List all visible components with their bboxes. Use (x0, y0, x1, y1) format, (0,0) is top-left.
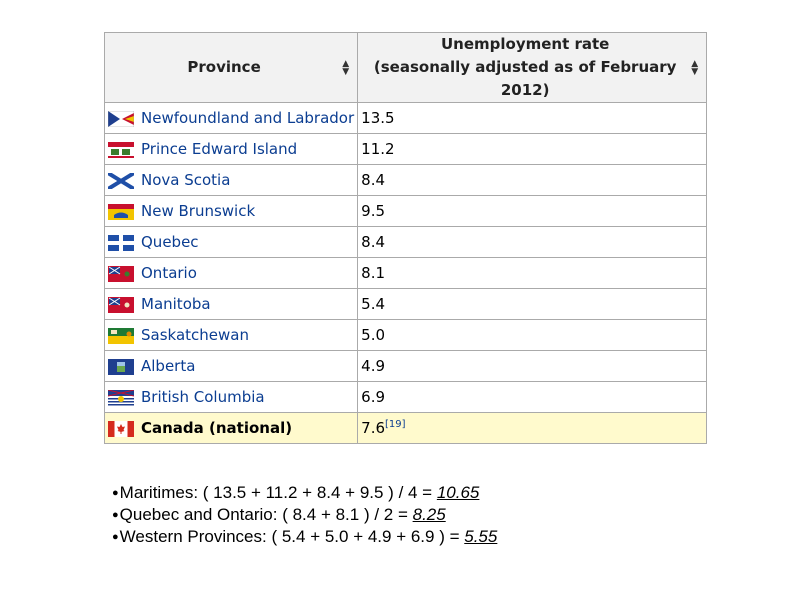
note-text: Western Provinces: ( 5.4 + 5.0 + 4.9 + 6… (119, 527, 465, 546)
bullet-icon: ● (112, 509, 119, 521)
pei-flag-icon (108, 141, 134, 158)
province-link[interactable]: New Brunswick (141, 202, 256, 220)
rate-header-line1: Unemployment rate (440, 35, 610, 53)
province-cell: Manitoba (103, 288, 359, 320)
province-cell: Ontario (103, 257, 359, 289)
note-result: 8.25 (412, 505, 446, 524)
note-text: Quebec and Ontario: ( 8.4 + 8.1 ) / 2 = (119, 505, 413, 524)
country-label: Canada (national) (141, 419, 293, 437)
province-link[interactable]: Manitoba (141, 295, 211, 313)
province-cell: Canada (national) (103, 412, 359, 444)
rate-cell: 5.4 (357, 288, 708, 320)
ns-flag-icon (108, 172, 134, 189)
rate-cell: 8.4 (357, 226, 708, 258)
rate-cell: 11.2 (357, 133, 708, 165)
national-rate: 7.6 (361, 419, 386, 437)
table-row: British Columbia 6.9 (103, 381, 708, 413)
note-quebec-ontario: ●Quebec and Ontario: ( 8.4 + 8.1 ) / 2 =… (112, 504, 497, 526)
note-result: 5.55 (464, 527, 498, 546)
bullet-icon: ● (112, 531, 119, 543)
bullet-icon: ● (112, 487, 119, 499)
note-text: Maritimes: ( 13.5 + 11.2 + 8.4 + 9.5 ) /… (119, 483, 437, 502)
table-row: Saskatchewan 5.0 (103, 319, 708, 351)
table-row: New Brunswick 9.5 (103, 195, 708, 227)
rate-column-header[interactable]: Unemployment rate (seasonally adjusted a… (357, 32, 708, 103)
province-cell: New Brunswick (103, 195, 359, 227)
table-row: Quebec 8.4 (103, 226, 708, 258)
qc-flag-icon (108, 234, 134, 251)
note-maritimes: ●Maritimes: ( 13.5 + 11.2 + 8.4 + 9.5 ) … (112, 482, 497, 504)
table-row: Ontario 8.1 (103, 257, 708, 289)
province-cell: Prince Edward Island (103, 133, 359, 165)
sort-icon[interactable]: ▲ ▼ (691, 58, 699, 77)
rate-cell: 7.6[19] (357, 412, 708, 444)
nl-flag-icon (108, 110, 134, 127)
table-row-total: Canada (national) 7.6[19] (103, 412, 708, 444)
rate-cell: 8.4 (357, 164, 708, 196)
table-header-row: Province ▲ ▼ Unemployment rate (seasonall… (103, 32, 708, 103)
unemployment-table: Province ▲ ▼ Unemployment rate (seasonall… (103, 32, 708, 444)
province-cell: Saskatchewan (103, 319, 359, 351)
province-cell: Quebec (103, 226, 359, 258)
rate-header-label: Unemployment rate (seasonally adjusted a… (358, 33, 706, 102)
bc-flag-icon (108, 389, 134, 406)
rate-cell: 5.0 (357, 319, 708, 351)
table-row: Prince Edward Island 11.2 (103, 133, 708, 165)
table-row: Newfoundland and Labrador 13.5 (103, 102, 708, 134)
ab-flag-icon (108, 358, 134, 375)
on-flag-icon (108, 265, 134, 282)
rate-cell: 9.5 (357, 195, 708, 227)
province-link[interactable]: Saskatchewan (141, 326, 249, 344)
province-link[interactable]: Nova Scotia (141, 171, 231, 189)
rate-cell: 8.1 (357, 257, 708, 289)
canada-flag-icon (108, 420, 134, 437)
sort-icon[interactable]: ▲ ▼ (342, 58, 350, 77)
province-column-header[interactable]: Province ▲ ▼ (103, 32, 359, 103)
rate-cell: 4.9 (357, 350, 708, 382)
province-link[interactable]: Quebec (141, 233, 199, 251)
rate-cell: 13.5 (357, 102, 708, 134)
calculation-notes: ●Maritimes: ( 13.5 + 11.2 + 8.4 + 9.5 ) … (112, 482, 497, 548)
table-row: Manitoba 5.4 (103, 288, 708, 320)
rate-cell: 6.9 (357, 381, 708, 413)
sk-flag-icon (108, 327, 134, 344)
province-cell: Newfoundland and Labrador (103, 102, 359, 134)
table-row: Alberta 4.9 (103, 350, 708, 382)
province-cell: British Columbia (103, 381, 359, 413)
mb-flag-icon (108, 296, 134, 313)
reference-link[interactable]: [19] (385, 419, 406, 430)
province-link[interactable]: Prince Edward Island (141, 140, 298, 158)
note-western: ●Western Provinces: ( 5.4 + 5.0 + 4.9 + … (112, 526, 497, 548)
province-header-label: Province (187, 58, 261, 76)
province-link[interactable]: British Columbia (141, 388, 265, 406)
nb-flag-icon (108, 203, 134, 220)
table-row: Nova Scotia 8.4 (103, 164, 708, 196)
province-link[interactable]: Alberta (141, 357, 196, 375)
note-result: 10.65 (436, 483, 480, 502)
rate-header-line2: (seasonally adjusted as of February 2012… (373, 58, 677, 99)
province-cell: Alberta (103, 350, 359, 382)
province-link[interactable]: Ontario (141, 264, 197, 282)
province-link[interactable]: Newfoundland and Labrador (141, 109, 355, 127)
province-cell: Nova Scotia (103, 164, 359, 196)
